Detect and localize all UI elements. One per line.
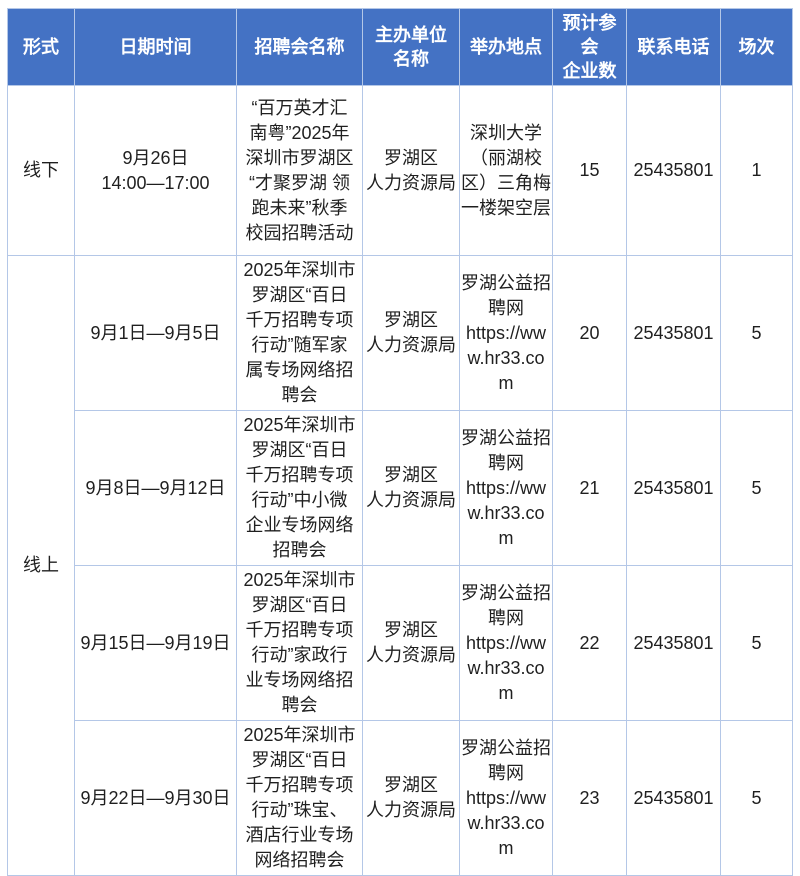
venue-cell: 罗湖公益招 聘网 https://ww w.hr33.co m: [459, 410, 553, 566]
date-cell: 9月26日 14:00—17:00: [74, 85, 237, 256]
format-cell-online: 线上: [7, 255, 75, 876]
table-row: 线上 9月1日—9月5日 2025年深圳市 罗湖区“百日 千万招聘专项 行动”随…: [7, 255, 793, 876]
date-cell: 9月1日—9月5日: [74, 255, 237, 411]
sessions-cell: 5: [720, 720, 793, 876]
date-cell: 9月15日—9月19日: [74, 565, 237, 721]
sessions-cell: 5: [720, 255, 793, 411]
col-header-sessions: 场次: [720, 8, 793, 86]
event-name-cell: “百万英才汇 南粤”2025年 深圳市罗湖区 “才聚罗湖 领 跑未来”秋季 校园…: [236, 85, 363, 256]
venue-cell: 深圳大学 （丽湖校 区）三角梅 一楼架空层: [459, 85, 553, 256]
phone-cell: 25435801: [626, 565, 721, 721]
phone-cell: 25435801: [626, 410, 721, 566]
col-header-companies: 预计参会 企业数: [552, 8, 627, 86]
sessions-cell: 1: [720, 85, 793, 256]
organizer-cell: 罗湖区 人力资源局: [362, 410, 460, 566]
event-name-cell: 2025年深圳市 罗湖区“百日 千万招聘专项 行动”随军家 属专场网络招 聘会: [236, 255, 363, 411]
table-row: 9月8日—9月12日 2025年深圳市 罗湖区“百日 千万招聘专项 行动”中小微…: [8, 410, 793, 566]
companies-cell: 23: [552, 720, 627, 876]
event-name-cell: 2025年深圳市 罗湖区“百日 千万招聘专项 行动”珠宝、 酒店行业专场 网络招…: [236, 720, 363, 876]
col-header-phone: 联系电话: [626, 8, 721, 86]
format-cell-offline: 线下: [7, 85, 75, 256]
phone-cell: 25435801: [626, 255, 721, 411]
col-header-format: 形式: [7, 8, 75, 86]
companies-cell: 20: [552, 255, 627, 411]
col-header-datetime: 日期时间: [74, 8, 237, 86]
organizer-cell: 罗湖区 人力资源局: [362, 85, 460, 256]
venue-cell: 罗湖公益招 聘网 https://ww w.hr33.co m: [459, 565, 553, 721]
date-cell: 9月8日—9月12日: [74, 410, 237, 566]
page: 形式 日期时间 招聘会名称 主办单位 名称 举办地点 预计参会 企业数 联系电话…: [7, 8, 793, 876]
phone-cell: 25435801: [626, 85, 721, 256]
col-header-organizer: 主办单位 名称: [362, 8, 460, 86]
recruitment-schedule-table: 形式 日期时间 招聘会名称 主办单位 名称 举办地点 预计参会 企业数 联系电话…: [7, 8, 793, 876]
event-name-cell: 2025年深圳市 罗湖区“百日 千万招聘专项 行动”家政行 业专场网络招 聘会: [236, 565, 363, 721]
date-cell: 9月22日—9月30日: [74, 720, 237, 876]
organizer-cell: 罗湖区 人力资源局: [362, 720, 460, 876]
col-header-venue: 举办地点: [459, 8, 553, 86]
venue-cell: 罗湖公益招 聘网 https://ww w.hr33.co m: [459, 255, 553, 411]
venue-cell: 罗湖公益招 聘网 https://ww w.hr33.co m: [459, 720, 553, 876]
header-row: 形式 日期时间 招聘会名称 主办单位 名称 举办地点 预计参会 企业数 联系电话…: [7, 8, 793, 86]
table-row: 线下 9月26日 14:00—17:00 “百万英才汇 南粤”2025年 深圳市…: [7, 85, 793, 256]
companies-cell: 22: [552, 565, 627, 721]
companies-cell: 21: [552, 410, 627, 566]
phone-cell: 25435801: [626, 720, 721, 876]
event-name-cell: 2025年深圳市 罗湖区“百日 千万招聘专项 行动”中小微 企业专场网络 招聘会: [236, 410, 363, 566]
table-row: 9月15日—9月19日 2025年深圳市 罗湖区“百日 千万招聘专项 行动”家政…: [8, 565, 793, 721]
sessions-cell: 5: [720, 565, 793, 721]
organizer-cell: 罗湖区 人力资源局: [362, 565, 460, 721]
companies-cell: 15: [552, 85, 627, 256]
sessions-cell: 5: [720, 410, 793, 566]
col-header-event-name: 招聘会名称: [236, 8, 363, 86]
organizer-cell: 罗湖区 人力资源局: [362, 255, 460, 411]
table-row: 9月22日—9月30日 2025年深圳市 罗湖区“百日 千万招聘专项 行动”珠宝…: [8, 720, 793, 876]
